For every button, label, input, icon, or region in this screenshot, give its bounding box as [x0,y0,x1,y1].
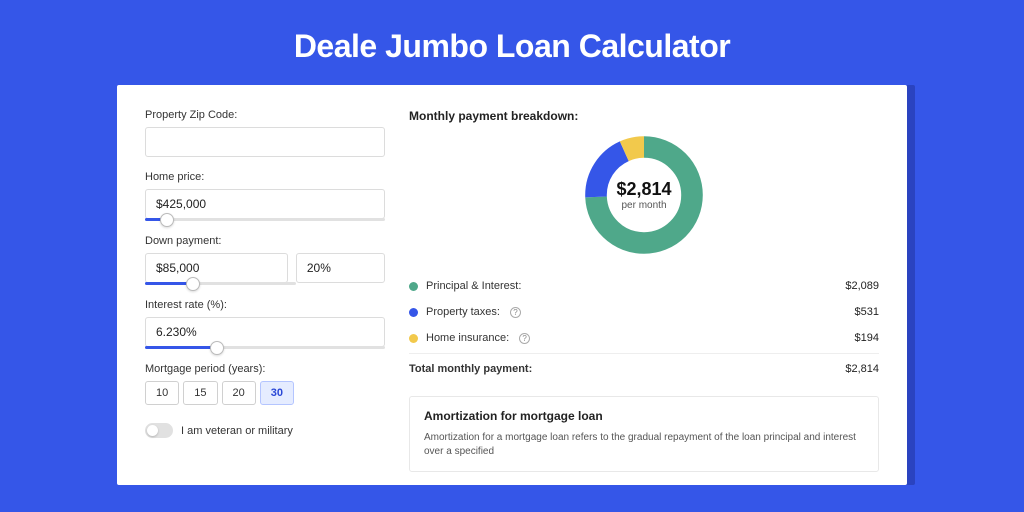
home-price-slider[interactable] [145,218,385,221]
down-payment-amount-input[interactable] [145,253,288,283]
legend-label: Principal & Interest: [426,280,521,292]
breakdown-panel: Monthly payment breakdown: $2,814 per mo… [409,109,879,461]
donut-chart-wrap: $2,814 per month [409,135,879,255]
total-row: Total monthly payment: $2,814 [409,356,879,382]
down-payment-field: Down payment: [145,235,385,285]
amortization-text: Amortization for a mortgage loan refers … [424,431,864,459]
home-price-field: Home price: [145,171,385,221]
interest-rate-slider-thumb[interactable] [210,341,224,355]
legend-dot-icon [409,282,418,291]
down-payment-slider-thumb[interactable] [186,277,200,291]
veteran-toggle[interactable] [145,423,173,438]
calculator-card: Property Zip Code: Home price: Down paym… [117,85,907,485]
home-price-slider-thumb[interactable] [160,213,174,227]
zip-field: Property Zip Code: [145,109,385,157]
legend-value: $194 [855,332,879,344]
mortgage-period-field: Mortgage period (years): 10152030 [145,363,385,405]
legend-row: Home insurance:? $194 [409,325,879,351]
down-payment-percent-input[interactable] [296,253,385,283]
interest-rate-field: Interest rate (%): [145,299,385,349]
mortgage-period-options: 10152030 [145,381,385,405]
info-icon[interactable]: ? [519,333,530,344]
zip-label: Property Zip Code: [145,109,385,121]
donut-center: $2,814 per month [584,135,704,255]
period-option-10[interactable]: 10 [145,381,179,405]
down-payment-slider[interactable] [145,282,296,285]
mortgage-period-label: Mortgage period (years): [145,363,385,375]
donut-subtext: per month [621,200,666,211]
legend: Principal & Interest: $2,089 Property taxe… [409,273,879,351]
amortization-box: Amortization for mortgage loan Amortizat… [409,396,879,472]
home-price-label: Home price: [145,171,385,183]
form-panel: Property Zip Code: Home price: Down paym… [145,109,385,461]
legend-label: Property taxes: [426,306,500,318]
donut-amount: $2,814 [616,179,671,200]
amortization-title: Amortization for mortgage loan [424,409,864,423]
breakdown-title: Monthly payment breakdown: [409,109,879,123]
veteran-row: I am veteran or military [145,423,385,438]
period-option-30[interactable]: 30 [260,381,294,405]
interest-rate-input[interactable] [145,317,385,347]
total-label: Total monthly payment: [409,363,532,375]
total-value: $2,814 [845,363,879,375]
page-title: Deale Jumbo Loan Calculator [0,0,1024,85]
period-option-20[interactable]: 20 [222,381,256,405]
legend-dot-icon [409,334,418,343]
zip-input[interactable] [145,127,385,157]
legend-label: Home insurance: [426,332,509,344]
legend-value: $531 [855,306,879,318]
down-payment-label: Down payment: [145,235,385,247]
legend-row: Principal & Interest: $2,089 [409,273,879,299]
info-icon[interactable]: ? [510,307,521,318]
veteran-label: I am veteran or military [181,425,293,437]
divider [409,353,879,354]
legend-dot-icon [409,308,418,317]
interest-rate-slider[interactable] [145,346,385,349]
donut-chart: $2,814 per month [584,135,704,255]
home-price-input[interactable] [145,189,385,219]
interest-rate-label: Interest rate (%): [145,299,385,311]
legend-row: Property taxes:? $531 [409,299,879,325]
legend-value: $2,089 [845,280,879,292]
period-option-15[interactable]: 15 [183,381,217,405]
